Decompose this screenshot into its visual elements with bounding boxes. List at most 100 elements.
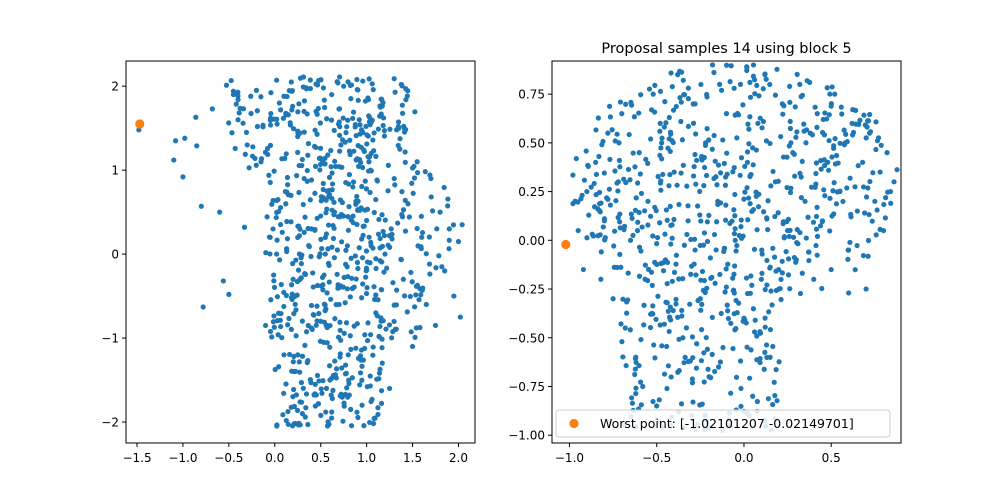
data-point — [411, 175, 418, 181]
data-point — [645, 198, 651, 204]
data-point — [798, 174, 804, 180]
data-point — [799, 158, 805, 164]
data-point — [326, 363, 333, 369]
data-point — [666, 328, 672, 335]
data-point — [382, 217, 388, 223]
data-point — [442, 268, 448, 274]
data-point — [744, 64, 750, 70]
data-point — [360, 357, 366, 363]
data-point — [428, 194, 434, 200]
data-point — [345, 394, 351, 400]
data-point — [814, 124, 820, 130]
data-point — [445, 196, 451, 202]
data-point — [402, 197, 408, 203]
data-point — [864, 118, 871, 124]
data-point — [297, 369, 303, 375]
data-point — [689, 334, 696, 340]
data-point — [413, 292, 419, 298]
data-point — [370, 344, 376, 350]
data-point — [399, 211, 405, 218]
data-point — [332, 158, 338, 164]
data-point — [753, 193, 759, 199]
data-point — [747, 290, 753, 296]
data-point — [375, 297, 381, 303]
data-point — [290, 126, 297, 132]
data-point — [723, 111, 730, 117]
data-point — [650, 398, 656, 405]
data-point — [362, 207, 368, 213]
y-tick-label: 1 — [111, 164, 119, 178]
data-point — [363, 248, 370, 254]
data-point — [412, 334, 418, 340]
data-point — [344, 124, 350, 130]
data-point — [328, 164, 334, 170]
data-point — [326, 262, 332, 269]
data-point — [288, 282, 295, 288]
data-point — [323, 409, 329, 415]
data-point — [418, 213, 424, 219]
data-point — [657, 220, 663, 226]
data-point — [200, 304, 206, 310]
data-point — [661, 371, 668, 377]
data-point — [368, 243, 374, 249]
data-point — [656, 397, 662, 403]
data-point — [357, 207, 363, 213]
data-point — [744, 149, 751, 155]
data-point — [711, 175, 717, 182]
data-point — [817, 223, 824, 229]
data-point — [787, 189, 794, 196]
data-point — [623, 362, 629, 369]
data-point — [702, 142, 709, 148]
data-point — [390, 329, 396, 335]
data-point — [340, 284, 346, 290]
data-point — [653, 208, 659, 214]
data-point — [645, 222, 651, 228]
data-point — [602, 237, 608, 243]
data-point — [381, 133, 388, 139]
data-point — [639, 224, 645, 230]
data-point — [680, 276, 686, 282]
data-point — [698, 154, 705, 160]
data-point — [669, 278, 675, 284]
data-point — [354, 76, 360, 83]
data-point — [609, 127, 615, 133]
data-point — [878, 142, 884, 148]
data-point — [668, 241, 674, 247]
data-point — [248, 93, 254, 99]
data-point — [329, 415, 335, 421]
data-point — [665, 308, 671, 314]
data-point — [829, 154, 835, 160]
data-point — [659, 140, 665, 146]
data-point — [331, 212, 337, 218]
data-point — [779, 270, 785, 276]
data-point — [636, 209, 642, 216]
data-point — [228, 77, 234, 84]
data-point — [310, 270, 316, 276]
data-point — [289, 87, 295, 94]
data-point — [414, 159, 420, 165]
data-point — [685, 85, 691, 91]
data-point — [730, 345, 736, 352]
data-point — [283, 381, 289, 387]
data-point — [650, 311, 656, 317]
data-point — [742, 317, 748, 323]
data-point — [581, 177, 588, 183]
data-point — [348, 255, 354, 261]
data-point — [280, 115, 287, 121]
data-point — [750, 206, 757, 213]
data-point — [418, 244, 424, 250]
data-point — [670, 139, 676, 146]
data-point — [768, 288, 774, 294]
data-point — [787, 125, 794, 132]
data-point — [664, 259, 671, 266]
data-point — [394, 287, 400, 293]
data-point — [738, 403, 744, 409]
data-point — [676, 201, 682, 208]
data-point — [744, 185, 750, 191]
data-point — [720, 344, 726, 351]
data-point — [596, 189, 603, 195]
data-point — [337, 214, 343, 220]
data-point — [322, 308, 328, 314]
data-point — [584, 188, 590, 195]
data-point — [369, 396, 375, 402]
